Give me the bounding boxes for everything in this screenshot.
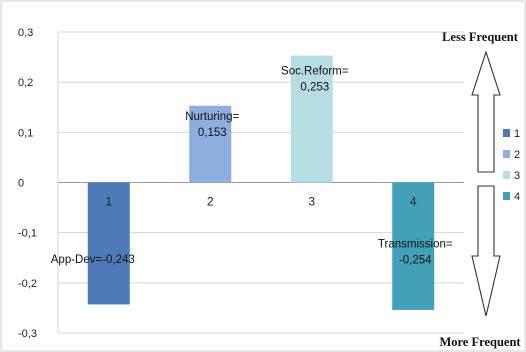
y-tick-label: -0,3 bbox=[18, 328, 37, 340]
bars bbox=[87, 55, 435, 310]
bar-2 bbox=[189, 105, 232, 183]
legend-label: 2 bbox=[514, 149, 520, 161]
data-labels: App-Dev=-0,243 Nurturing= 0,153 Soc.Reform=… bbox=[51, 66, 453, 267]
bar-1 bbox=[87, 182, 130, 305]
legend-swatch bbox=[503, 171, 510, 179]
legend-label: 1 bbox=[514, 128, 520, 140]
data-label: Nurturing= 0,153 bbox=[185, 111, 239, 139]
more-frequent-label: More Frequent bbox=[439, 335, 521, 349]
x-axis-tick-labels: 1 2 3 4 bbox=[105, 195, 417, 209]
y-tick-label: 0 bbox=[18, 178, 24, 190]
bar-4 bbox=[392, 182, 435, 310]
data-label: Transmission= -0,254 bbox=[378, 239, 453, 267]
x-tick-label: 3 bbox=[308, 195, 315, 209]
legend-label: 3 bbox=[514, 170, 520, 182]
legend-swatch bbox=[503, 129, 510, 137]
x-tick-label: 4 bbox=[410, 195, 417, 209]
y-tick-label: -0,2 bbox=[18, 278, 37, 290]
y-tick-label: 0,1 bbox=[18, 127, 33, 139]
legend-label: 4 bbox=[514, 191, 520, 203]
frequency-arrow bbox=[471, 50, 501, 317]
down-arrow-icon bbox=[471, 185, 501, 317]
up-arrow-icon bbox=[471, 50, 501, 173]
y-tick-label: 0,2 bbox=[18, 77, 33, 89]
x-tick-label: 2 bbox=[207, 195, 214, 209]
y-tick-label: -0,1 bbox=[18, 228, 37, 240]
legend-swatch bbox=[503, 192, 510, 200]
less-frequent-label: Less Frequent bbox=[442, 30, 519, 44]
bar-3 bbox=[290, 55, 333, 183]
x-tick-label: 1 bbox=[105, 195, 112, 209]
legend: 1 2 3 4 bbox=[503, 128, 520, 203]
y-axis-tick-labels: 0,3 0,2 0,1 0 -0,1 -0,2 -0,3 bbox=[18, 27, 37, 340]
legend-swatch bbox=[503, 150, 510, 158]
data-label: Soc.Reform= 0,253 bbox=[281, 66, 349, 94]
data-label: App-Dev=-0,243 bbox=[51, 254, 135, 266]
y-tick-label: 0,3 bbox=[18, 27, 33, 39]
